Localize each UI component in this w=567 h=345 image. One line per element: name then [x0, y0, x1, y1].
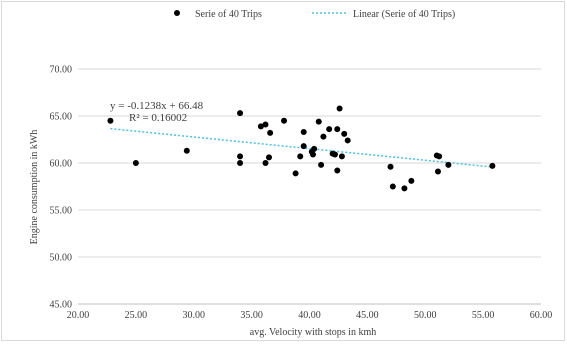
data-point	[338, 153, 345, 160]
y-axis-ticks: 45.00 50.00 55.00 60.00 65.00 70.00	[50, 65, 73, 311]
data-point	[445, 161, 452, 168]
data-point	[265, 154, 272, 161]
data-point	[262, 160, 269, 166]
x-tick-label: 60.00	[530, 310, 553, 321]
data-point	[436, 153, 443, 160]
data-points	[107, 105, 496, 192]
data-point	[344, 137, 351, 144]
y-axis-title: Engine consumption in kWh	[29, 130, 40, 245]
data-point	[334, 167, 341, 174]
y-tick-label: 50.00	[50, 253, 73, 264]
data-point	[107, 117, 114, 124]
y-tick-label: 55.00	[50, 206, 73, 217]
x-tick-label: 55.00	[472, 310, 495, 321]
data-point	[434, 168, 441, 175]
data-point	[300, 143, 307, 150]
y-tick-label: 70.00	[50, 65, 73, 76]
legend-label-scatter: Serie of 40 Trips	[195, 9, 262, 20]
data-point	[341, 130, 348, 137]
x-axis-ticks: 20.00 25.00 30.00 35.00 40.00 45.00 50.00 55.00…	[67, 310, 553, 321]
y-tick-label: 60.00	[50, 159, 73, 170]
data-point	[292, 170, 299, 177]
data-point	[267, 129, 274, 136]
data-point	[281, 117, 288, 124]
data-point	[318, 161, 325, 168]
x-tick-label: 40.00	[298, 310, 321, 321]
data-point	[387, 163, 394, 170]
data-point	[326, 126, 333, 133]
y-tick-label: 65.00	[50, 112, 73, 123]
legend-marker-scatter	[174, 10, 180, 16]
data-point	[237, 110, 244, 117]
data-point	[320, 133, 327, 140]
x-tick-label: 25.00	[125, 310, 148, 321]
data-point	[389, 183, 396, 190]
trendline-r-squared: R² = 0.16002	[129, 112, 187, 124]
data-point	[401, 185, 408, 192]
gridlines	[78, 68, 541, 305]
data-point	[311, 145, 318, 152]
data-point	[132, 160, 139, 166]
data-point	[297, 153, 304, 160]
data-point	[300, 128, 307, 135]
data-point	[336, 105, 343, 112]
x-tick-label: 30.00	[183, 310, 206, 321]
data-point	[237, 160, 244, 166]
data-point	[489, 162, 496, 169]
y-tick-label: 45.00	[50, 300, 73, 311]
trendline-equation: y = -0.1238x + 66.48	[110, 100, 204, 112]
data-point	[183, 147, 190, 154]
x-tick-label: 45.00	[356, 310, 379, 321]
data-point	[334, 126, 341, 133]
data-point	[262, 121, 269, 128]
data-point	[315, 118, 322, 125]
legend: Serie of 40 Trips Linear (Serie of 40 Tr…	[174, 9, 455, 20]
x-tick-label: 20.00	[67, 310, 90, 321]
data-point	[408, 177, 415, 184]
x-tick-label: 50.00	[414, 310, 437, 321]
scatter-chart: 45.00 50.00 55.00 60.00 65.00 70.00 20.00 25.0…	[29, 9, 553, 338]
x-tick-label: 35.00	[240, 310, 263, 321]
data-point	[309, 151, 316, 158]
data-point	[331, 151, 338, 158]
data-point	[237, 153, 244, 160]
data-point	[257, 123, 264, 130]
legend-label-trendline: Linear (Serie of 40 Trips)	[353, 9, 455, 20]
